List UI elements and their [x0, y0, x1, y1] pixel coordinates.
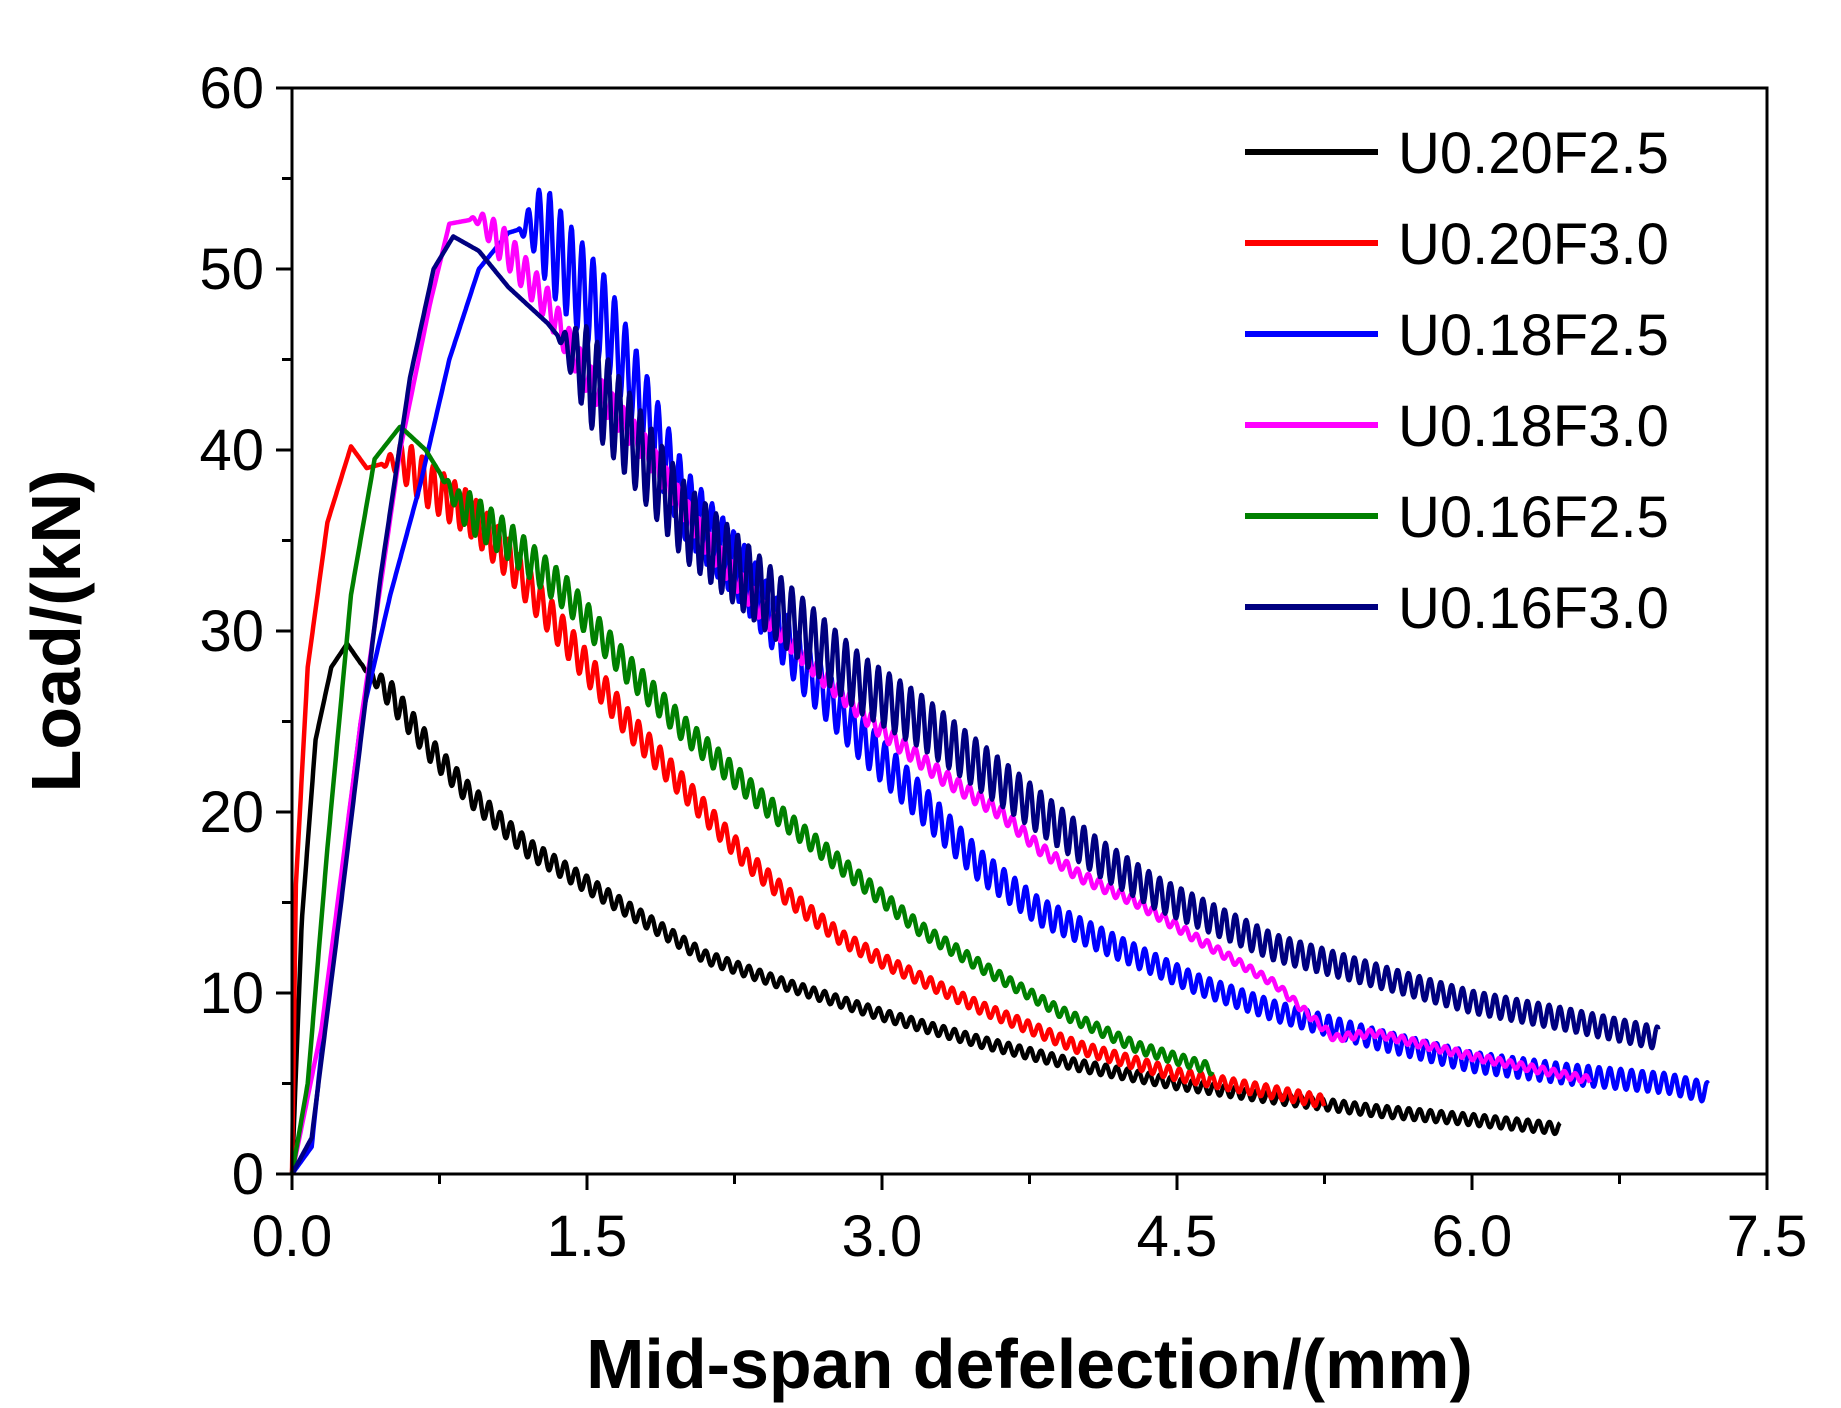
legend-label: U0.20F2.5 — [1398, 121, 1669, 186]
y-tick-label: 60 — [199, 56, 264, 121]
y-tick-label: 0 — [232, 1142, 264, 1207]
y-tick-label: 30 — [199, 599, 264, 664]
x-tick-label: 3.0 — [842, 1204, 923, 1269]
x-tick-label: 1.5 — [547, 1204, 628, 1269]
legend-label: U0.16F2.5 — [1398, 485, 1669, 550]
y-tick-label: 10 — [199, 961, 264, 1026]
y-tick-label: 50 — [199, 237, 264, 302]
x-tick-label: 4.5 — [1137, 1204, 1218, 1269]
series-line — [289, 424, 1215, 1175]
legend-label: U0.16F3.0 — [1398, 576, 1669, 641]
series-line — [289, 211, 1593, 1175]
series-line — [290, 234, 1661, 1176]
legend: U0.20F2.5 U0.20F3.0 U0.18F2.5 U0.18F3.0 U0.1… — [1245, 121, 1669, 641]
y-tick-label: 20 — [199, 780, 264, 845]
series-line — [289, 641, 1562, 1175]
y-tick-label: 40 — [199, 418, 264, 483]
series-line — [289, 440, 1327, 1175]
x-axis-title: Mid-span defelection/(mm) — [586, 1325, 1473, 1403]
x-tick-label: 7.5 — [1727, 1204, 1808, 1269]
x-tick-label: 6.0 — [1432, 1204, 1513, 1269]
y-axis-title: Load/(kN) — [17, 470, 95, 793]
series-layer — [289, 187, 1710, 1176]
ticks-layer: 0.0 1.5 3.0 4.5 6.0 7.5 0 10 20 30 40 50 60 — [199, 56, 1807, 1269]
legend-label: U0.20F3.0 — [1398, 212, 1669, 277]
legend-label: U0.18F2.5 — [1398, 303, 1669, 368]
x-tick-label: 0.0 — [252, 1204, 333, 1269]
legend-label: U0.18F3.0 — [1398, 394, 1669, 459]
